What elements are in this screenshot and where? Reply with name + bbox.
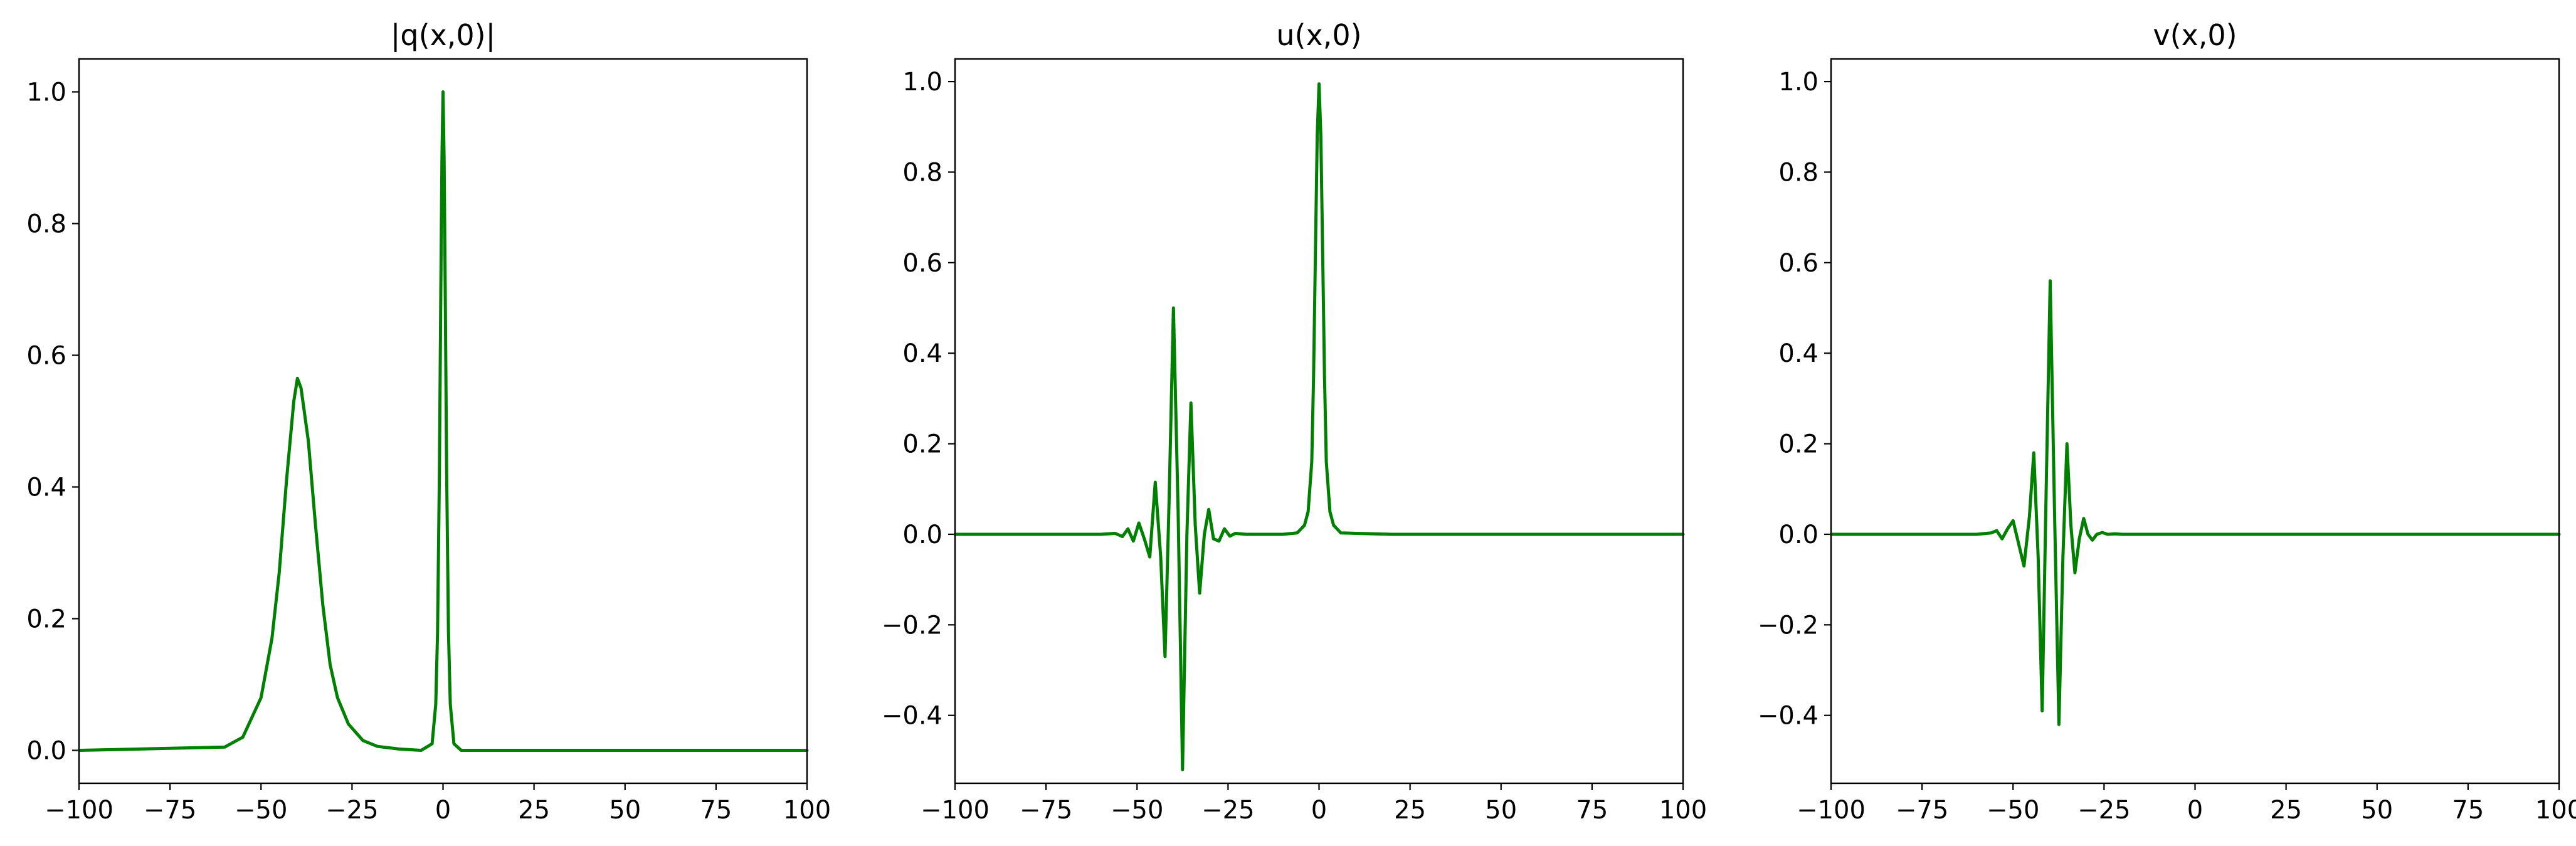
panel-u: u(x,0) −100 −75 −50 −25 0 25 50 75 100 −0.4 −0.2 0.… <box>882 18 1707 825</box>
y-tick-label: 1.0 <box>902 68 942 97</box>
y-tick-label: 0.0 <box>1778 521 1819 549</box>
x-tick-label: −75 <box>144 796 196 825</box>
x-tick-label: −50 <box>235 796 287 825</box>
x-tick-label: 25 <box>1394 796 1426 825</box>
x-tick-label: 50 <box>2361 796 2393 825</box>
y-tick-label: 0.8 <box>1778 158 1819 187</box>
x-tick-label: 75 <box>2452 796 2484 825</box>
axes-frame <box>78 58 808 785</box>
x-tick-label: −25 <box>2077 796 2130 825</box>
x-tick-label: 75 <box>700 796 732 825</box>
x-tick-label: −75 <box>1896 796 1948 825</box>
y-tick-label: 0.0 <box>902 521 942 549</box>
x-tick-label: −50 <box>1987 796 2039 825</box>
y-tick-label: −0.4 <box>1758 702 1819 731</box>
y-tick-label: 0.2 <box>902 430 942 459</box>
series-line <box>77 90 809 752</box>
y-tick-label: 0.4 <box>26 473 66 502</box>
x-tick-label: −100 <box>1797 796 1866 825</box>
panel-title: v(x,0) <box>2153 18 2237 52</box>
y-tick-label: 0.8 <box>902 158 942 187</box>
x-tick-label: 100 <box>2535 796 2576 825</box>
axes-frame <box>1830 58 2560 785</box>
x-tick-label: 100 <box>783 796 831 825</box>
x-tick-label: −50 <box>1111 796 1163 825</box>
x-tick-label: 0 <box>2187 796 2203 825</box>
y-tick-label: −0.2 <box>1758 611 1819 640</box>
x-tick-label: 50 <box>609 796 641 825</box>
x-tick-label: −25 <box>1201 796 1254 825</box>
panel-title: u(x,0) <box>1276 18 1361 52</box>
y-tick-label: 0.0 <box>26 737 66 766</box>
x-tick-label: −100 <box>921 796 990 825</box>
x-tick-label: 100 <box>1659 796 1707 825</box>
y-tick-label: 0.2 <box>26 605 66 634</box>
panel-title: |q(x,0)| <box>391 18 495 53</box>
series-line <box>953 82 1685 771</box>
y-tick-label: 0.6 <box>26 342 66 371</box>
x-tick-label: −75 <box>1020 796 1072 825</box>
axes-frame <box>954 58 1684 785</box>
x-tick-label: 75 <box>1576 796 1608 825</box>
x-tick-label: 25 <box>2270 796 2302 825</box>
series-line <box>1829 279 2561 726</box>
panel-v: v(x,0) −100 −75 −50 −25 0 25 50 75 100 −0.4 −0.2 0.… <box>1758 18 2576 825</box>
y-tick-label: 0.4 <box>902 339 942 368</box>
y-tick-label: 1.0 <box>26 78 66 107</box>
panel-q-magnitude: |q(x,0)| −100 −75 −50 −25 0 25 50 75 100 0.0 0.2 0.… <box>26 18 831 825</box>
x-tick-label: 50 <box>1485 796 1517 825</box>
y-tick-label: 0.6 <box>1778 249 1819 278</box>
y-tick-label: 1.0 <box>1778 68 1819 97</box>
y-tick-label: 0.2 <box>1778 430 1819 459</box>
x-tick-label: 0 <box>1311 796 1327 825</box>
x-tick-label: 0 <box>435 796 451 825</box>
y-tick-label: 0.4 <box>1778 339 1819 368</box>
x-tick-label: −100 <box>45 796 113 825</box>
x-tick-label: 25 <box>518 796 550 825</box>
y-tick-label: 0.6 <box>902 249 942 278</box>
x-tick-label: −25 <box>325 796 378 825</box>
y-tick-label: 0.8 <box>26 210 66 239</box>
y-tick-label: −0.4 <box>882 702 942 731</box>
y-tick-label: −0.2 <box>882 611 942 640</box>
